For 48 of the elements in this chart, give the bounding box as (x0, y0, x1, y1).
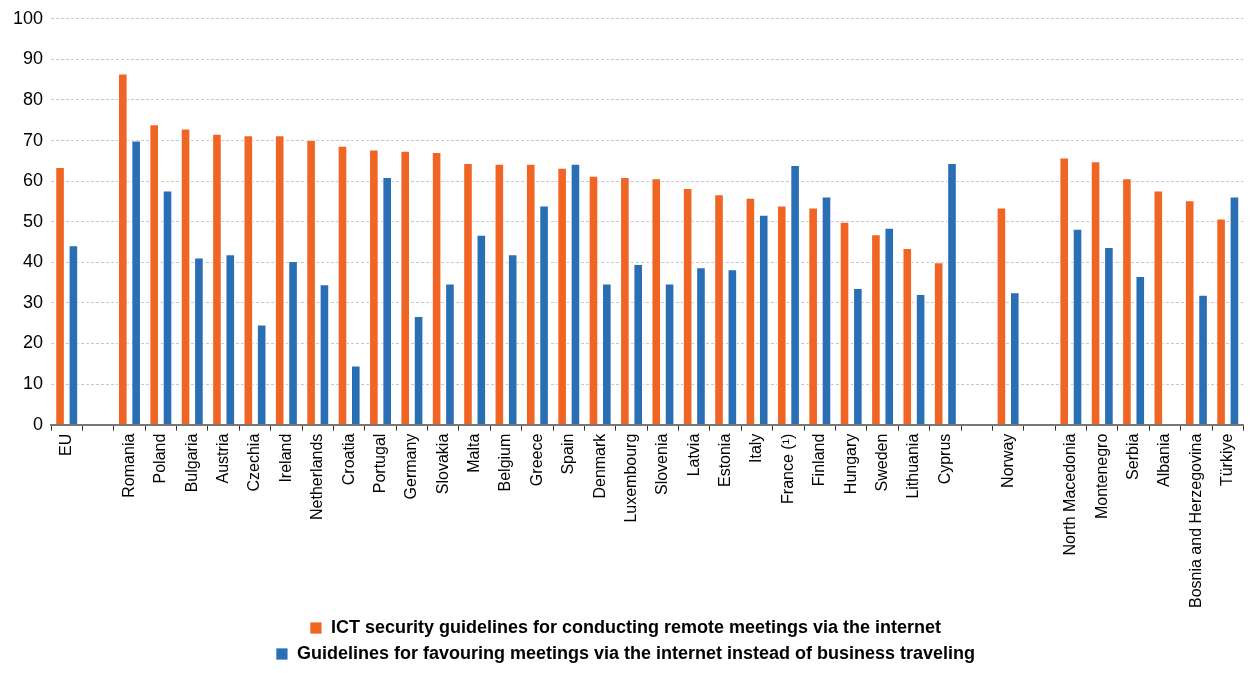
y-tick-label: 50 (23, 210, 44, 231)
x-tick-label: Luxembourg (621, 433, 639, 523)
y-tick-label: 100 (12, 7, 44, 28)
y-tick-label: 90 (23, 48, 44, 69)
x-tick-label: Bulgaria (182, 433, 200, 493)
x-tick-label: Lithuania (904, 433, 922, 499)
x-tick-label: Belgium (496, 433, 514, 492)
y-tick-label: 0 (33, 413, 44, 434)
x-tick-label: EU (57, 433, 75, 456)
x-tick-label: Denmark (590, 432, 608, 499)
x-tick-label: Greece (527, 433, 545, 487)
x-tick-label: Finland (810, 433, 828, 487)
legend-label: ICT security guidelines for conducting remote meetings via the internet (330, 616, 942, 637)
x-tick-label: Hungary (841, 433, 859, 495)
x-tick-label: North Macedonia (1061, 433, 1079, 556)
x-tick-label: Czechia (245, 433, 263, 492)
y-tick-label: 10 (23, 373, 44, 394)
x-tick-label: Slovenia (653, 433, 671, 496)
x-tick-label: France (¹) (778, 433, 796, 504)
x-tick-label: Poland (151, 433, 169, 484)
y-tick-label: 70 (23, 129, 44, 150)
x-tick-label: Serbia (1124, 433, 1142, 480)
x-tick-label: Malta (465, 433, 483, 473)
x-tick-label: Germany (402, 433, 420, 500)
x-tick-label: Portugal (370, 433, 388, 494)
x-tick-label: Slovakia (433, 433, 451, 495)
x-tick-label: Bosnia and Herzegovina (1186, 433, 1204, 609)
y-tick-label: 40 (23, 251, 44, 272)
x-tick-label: Türkiye (1218, 433, 1236, 487)
y-tick-label: 60 (23, 170, 44, 191)
x-tick-label: Estonia (716, 433, 734, 488)
x-tick-label: Ireland (276, 433, 294, 483)
x-tick-label: Italy (747, 433, 765, 464)
x-tick-label: Sweden (872, 433, 890, 492)
x-tick-label: Romania (119, 433, 137, 498)
x-tick-label: Norway (998, 433, 1016, 488)
x-tick-label: Montenegro (1092, 433, 1110, 520)
x-tick-label: Croatia (339, 433, 357, 486)
x-tick-label: Albania (1155, 433, 1173, 488)
x-tick-label: Latvia (684, 433, 702, 477)
y-tick-label: 20 (23, 332, 44, 353)
x-tick-label: Spain (559, 433, 577, 475)
x-tick-label: Austria (214, 433, 232, 484)
x-tick-label: Cyprus (935, 433, 953, 485)
y-tick-label: 80 (23, 88, 44, 109)
legend-label: Guidelines for favouring meetings via the internet instead of business traveling (296, 642, 976, 663)
y-tick-label: 30 (23, 291, 44, 312)
x-tick-label: Netherlands (308, 433, 326, 520)
